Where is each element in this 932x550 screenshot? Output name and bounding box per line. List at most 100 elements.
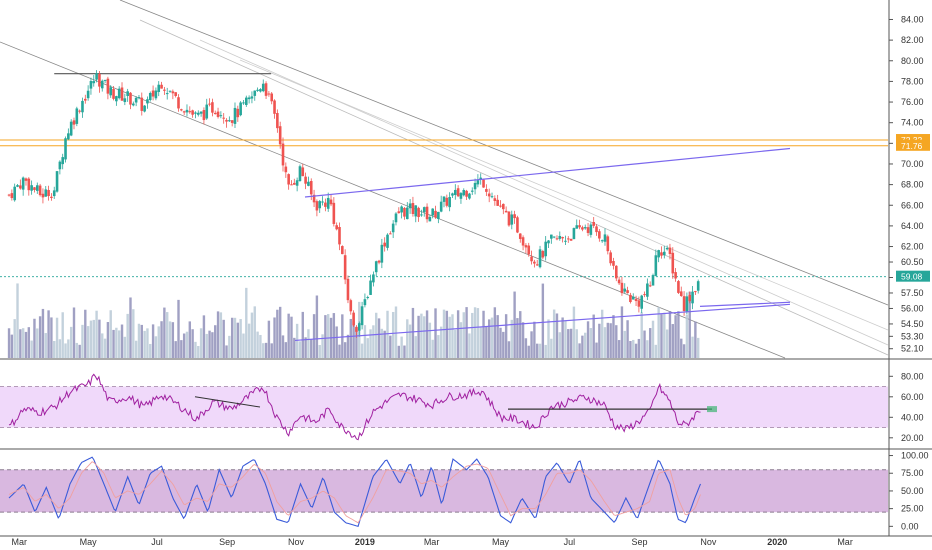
- candle-body: [445, 197, 449, 206]
- volume-bar: [454, 329, 457, 358]
- candle-body: [338, 227, 341, 245]
- volume-bar: [586, 321, 590, 358]
- volume-bar: [451, 314, 454, 358]
- price-tick-label: 54.50: [901, 319, 924, 329]
- candle-body: [541, 251, 545, 258]
- candle-body: [643, 294, 646, 296]
- candle-body: [468, 193, 471, 199]
- candle-body: [434, 210, 437, 218]
- candle-body: [572, 228, 576, 240]
- volume-bar: [185, 331, 189, 358]
- candle-body: [103, 79, 107, 81]
- candle-body: [651, 275, 655, 286]
- candle-body: [654, 255, 658, 276]
- volume-bar: [487, 319, 491, 358]
- volume-bar: [408, 324, 412, 358]
- candle-body: [631, 296, 635, 300]
- volume-bar: [188, 321, 192, 358]
- volume-bar: [620, 306, 624, 358]
- candle-body: [324, 202, 327, 207]
- candle-body: [431, 208, 435, 216]
- time-axis[interactable]: Mar May Jul Sep Nov 2019 Mar May Jul Sep Nov 2020 Ma…: [11, 537, 852, 547]
- candle-body: [163, 89, 166, 91]
- price-tick-label: 57.50: [901, 288, 924, 298]
- price-tick-label: 78.00: [901, 76, 924, 86]
- candle-body: [247, 97, 251, 100]
- volume-bar: [612, 315, 615, 358]
- candle-body: [600, 240, 604, 242]
- candle-body: [100, 80, 104, 89]
- candle-body: [547, 240, 550, 244]
- volume-bar: [581, 335, 584, 358]
- candle-body: [516, 217, 519, 233]
- volume-bar: [310, 339, 313, 358]
- volume-bar: [163, 307, 166, 358]
- candle-body: [109, 87, 113, 96]
- candle-body: [239, 102, 242, 116]
- volume-bar: [208, 330, 211, 358]
- volume-bar: [205, 333, 208, 358]
- volume-bar: [89, 320, 93, 358]
- volume-bar: [228, 335, 231, 358]
- volume-bar: [171, 322, 175, 358]
- price-tick-label: 56.00: [901, 303, 924, 313]
- volume-bar: [575, 329, 578, 358]
- candle-body: [646, 283, 649, 297]
- candle-body: [278, 126, 282, 145]
- candle-body: [30, 185, 33, 191]
- candle-body: [507, 211, 511, 226]
- candle-body: [555, 238, 559, 240]
- volume-bar: [394, 306, 398, 358]
- volume-bar: [626, 320, 629, 358]
- candle-body: [326, 197, 330, 209]
- time-tick-label: Sep: [631, 537, 647, 547]
- volume-bar: [346, 334, 350, 358]
- candle-body: [408, 203, 412, 209]
- volume-bar: [120, 324, 124, 358]
- candle-body: [482, 179, 485, 188]
- volume-bar: [287, 313, 290, 358]
- candle-body: [55, 171, 59, 192]
- candle-body: [513, 214, 516, 219]
- candle-body: [273, 100, 276, 114]
- volume-bar: [180, 340, 183, 358]
- volume-bar: [578, 343, 581, 358]
- candle-body: [290, 184, 293, 186]
- candle-body: [180, 109, 183, 111]
- candle-body: [52, 190, 56, 197]
- volume-bar: [468, 333, 471, 358]
- volume-bar: [567, 329, 570, 358]
- volume-bar: [64, 343, 67, 358]
- volume-bar: [383, 330, 386, 358]
- volume-bar: [654, 344, 658, 358]
- candle-body: [10, 193, 14, 199]
- candle-body: [188, 111, 192, 113]
- volume-bar: [674, 315, 677, 358]
- volume-bar: [648, 328, 652, 358]
- candle-body: [185, 109, 189, 113]
- volume-bar: [19, 329, 22, 358]
- volume-bar: [516, 318, 519, 358]
- candle-body: [92, 81, 96, 84]
- last-price-tag-text: 59.08: [901, 272, 923, 282]
- rsi-trendline: [194, 396, 261, 408]
- candle-body: [456, 188, 460, 197]
- volume-bar: [146, 328, 149, 358]
- volume-bar: [448, 316, 451, 358]
- candle-body: [595, 226, 598, 233]
- candle-body: [281, 143, 285, 166]
- volume-bar: [112, 329, 115, 358]
- candle-body: [552, 236, 556, 238]
- candle-body: [504, 210, 508, 213]
- price-tick-label: 66.00: [901, 200, 924, 210]
- candle-body: [589, 224, 593, 235]
- volume-bar: [75, 342, 79, 358]
- candle-body: [154, 90, 158, 99]
- time-tick-label: Mar: [11, 537, 27, 547]
- horizontal-levels: [0, 73, 888, 278]
- candle-body: [321, 201, 324, 203]
- volume-bar: [397, 345, 401, 358]
- volume-bar: [239, 319, 242, 358]
